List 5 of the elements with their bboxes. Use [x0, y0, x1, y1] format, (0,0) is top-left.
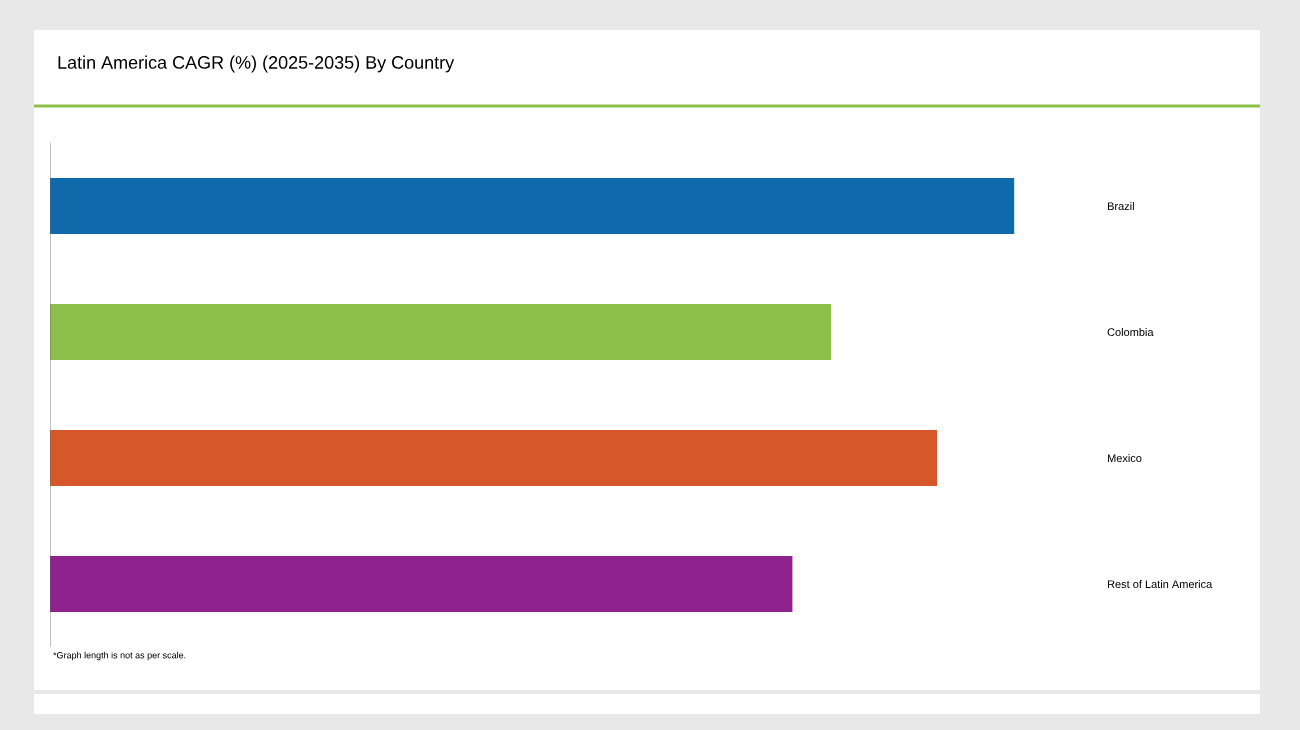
- bar: [50, 556, 793, 613]
- bar: [50, 430, 938, 487]
- bar: [50, 178, 1015, 235]
- chart-title: Latin America CAGR (%) (2025-2035) By Country: [58, 55, 455, 73]
- bar: [50, 304, 831, 361]
